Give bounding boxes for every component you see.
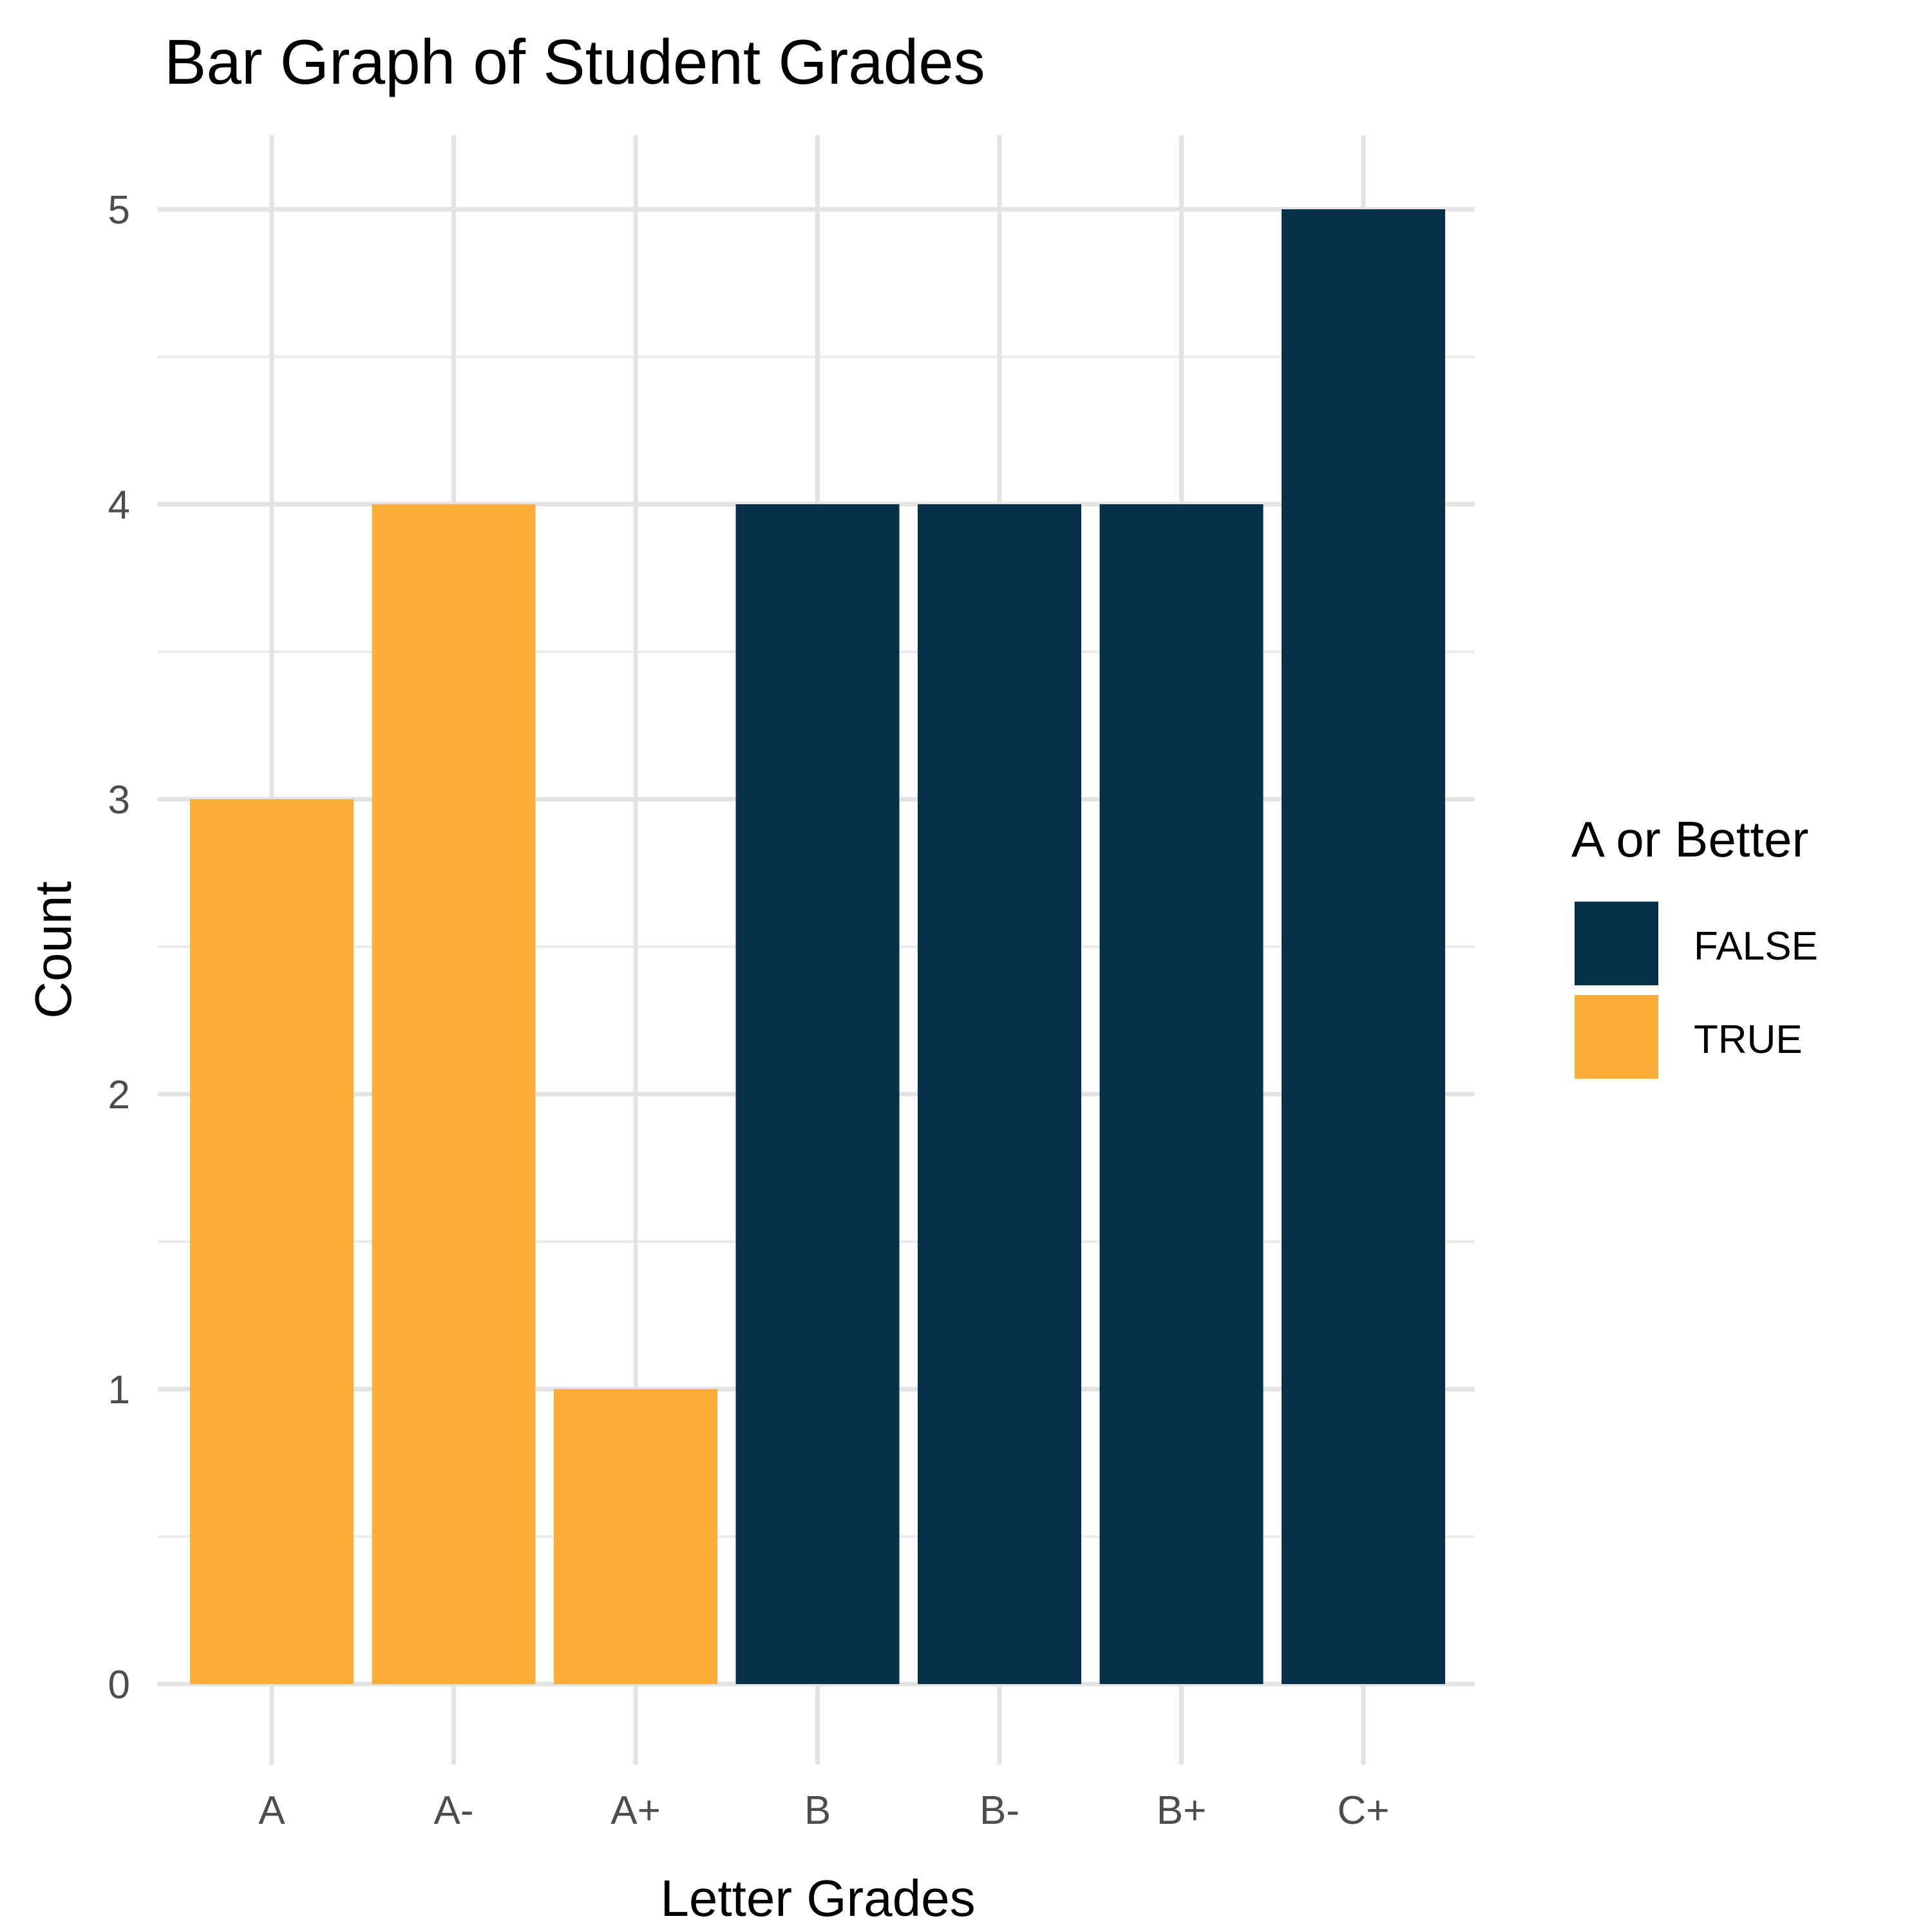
x-axis-ticks: A A- A+ B B- B+ C+ <box>258 1788 1389 1833</box>
x-tick-label: A- <box>434 1788 474 1833</box>
bar-A+ <box>554 1389 717 1684</box>
legend-title: A or Better <box>1571 811 1809 867</box>
legend: A or Better FALSE TRUE <box>1571 811 1818 1079</box>
x-tick-label: B <box>804 1788 831 1833</box>
x-tick-label: A+ <box>611 1788 661 1833</box>
bars <box>190 209 1445 1684</box>
chart-title: Bar Graph of Student Grades <box>164 26 985 97</box>
bar-B+ <box>1099 504 1264 1684</box>
y-tick-label: 4 <box>108 483 130 527</box>
y-tick-label: 0 <box>108 1663 130 1707</box>
bar-C+ <box>1282 209 1445 1684</box>
y-axis-ticks: 0 1 2 3 4 5 <box>108 188 130 1707</box>
x-tick-label: B- <box>980 1788 1019 1833</box>
bar-B- <box>918 504 1081 1684</box>
y-tick-label: 3 <box>108 778 130 822</box>
x-tick-label: B+ <box>1157 1788 1207 1833</box>
bar-A <box>190 799 354 1684</box>
bar-A- <box>372 504 536 1684</box>
y-tick-label: 2 <box>108 1073 130 1117</box>
y-tick-label: 1 <box>108 1368 130 1412</box>
legend-label-false: FALSE <box>1694 924 1818 969</box>
x-tick-label: C+ <box>1338 1788 1390 1833</box>
legend-swatch-false <box>1575 902 1658 985</box>
legend-swatch-true <box>1575 995 1658 1079</box>
y-axis-title: Count <box>24 881 82 1018</box>
x-tick-label: A <box>258 1788 285 1833</box>
bar-B <box>735 504 900 1684</box>
y-tick-label: 5 <box>108 188 130 232</box>
x-axis-title: Letter Grades <box>660 1870 975 1927</box>
legend-label-true: TRUE <box>1694 1018 1803 1062</box>
